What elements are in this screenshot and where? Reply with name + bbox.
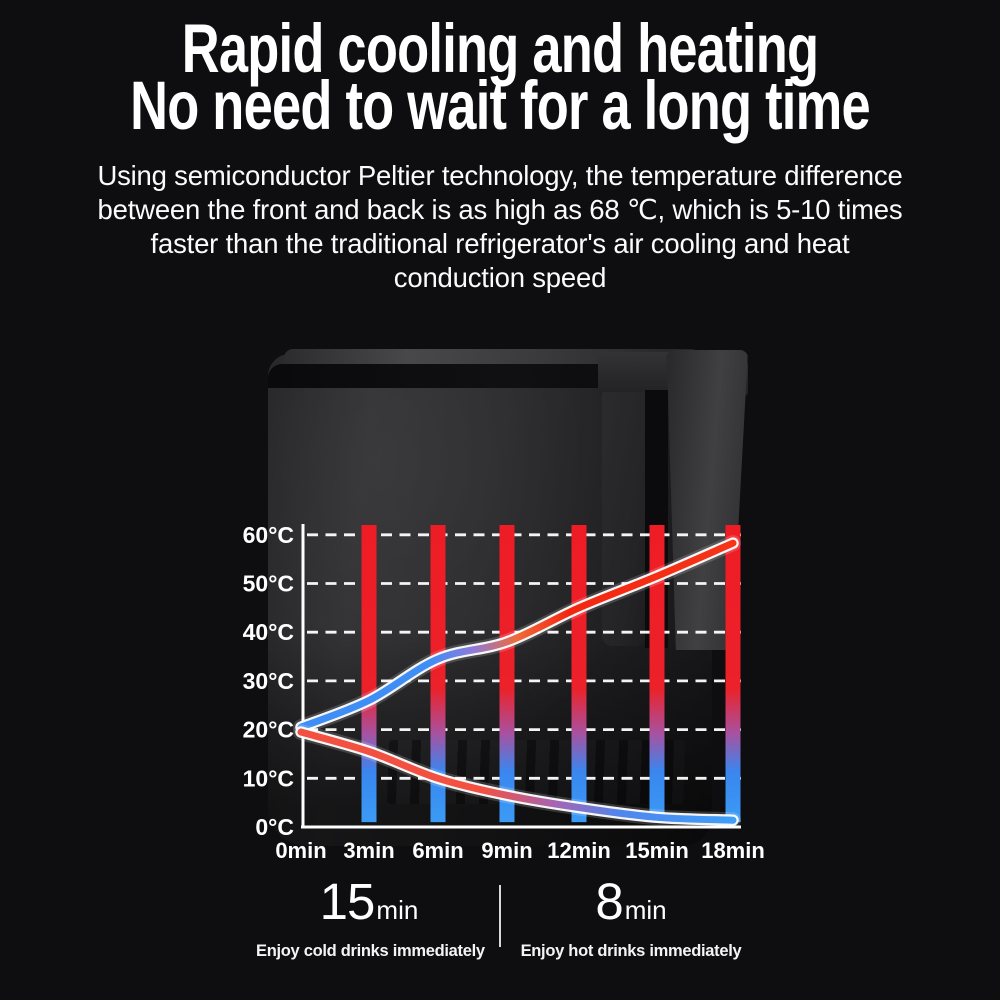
temperature-bar [499,525,515,823]
temperature-bar [649,525,665,823]
x-tick-label: 15min [625,838,689,863]
hot-stat-caption: Enjoy hot drinks immediately [520,942,742,960]
temperature-bar [725,525,741,823]
heating-curve [297,539,737,731]
x-tick-label: 18min [701,838,765,863]
hot-stat-value: 8 [595,873,623,930]
description-line: conduction speed [393,262,607,293]
y-tick-label: 50°C [243,571,294,597]
hot-stat: 8min Enjoy hot drinks immediately [518,876,744,961]
y-tick-label: 40°C [243,619,294,645]
time-stats: 15min Enjoy cold drinks immediately 8min… [0,876,1000,961]
y-tick-label: 60°C [243,522,294,548]
y-tick-label: 0°C [255,814,294,840]
x-tick-label: 6min [412,838,463,863]
page-title: Rapid cooling and heating No need to wai… [120,10,880,144]
temperature-bar [430,525,446,823]
hot-stat-unit: min [624,895,667,925]
cold-stat-caption: Enjoy cold drinks immediately [256,942,485,960]
x-tick-label: 0min [275,838,326,863]
cold-stat-value: 15 [319,873,376,930]
mug-lid-top [284,349,700,366]
temperature-bar [571,525,587,823]
description-line: Using semiconductor Peltier technology, … [97,160,903,191]
title-line-1: Rapid cooling and heating [181,10,819,87]
temperature-bar [361,525,377,823]
x-tick-label: 12min [547,838,611,863]
y-tick-label: 30°C [243,668,294,694]
hot-stat-figure: 8min [518,876,744,941]
y-tick-label: 20°C [243,717,294,743]
x-tick-label: 9min [481,838,532,863]
cold-stat-figure: 15min [256,876,482,941]
cold-stat-unit: min [376,895,419,925]
x-tick-label: 3min [343,838,394,863]
stats-divider [499,885,501,947]
y-tick-label: 10°C [243,765,294,791]
description-line: between the front and back is as high as… [97,194,903,225]
title-line-2: No need to wait for a long time [130,67,871,144]
description-text: Using semiconductor Peltier technology, … [0,159,1000,295]
cold-stat: 15min Enjoy cold drinks immediately [256,876,485,961]
description-line: faster than the traditional refrigerator… [150,228,850,259]
cooling-curve [297,728,737,824]
temperature-chart: 0min 3min 6min 9min 12min 15min 18min 0°C 10°C 20… [243,522,765,863]
mug-handle-inner [602,392,645,646]
